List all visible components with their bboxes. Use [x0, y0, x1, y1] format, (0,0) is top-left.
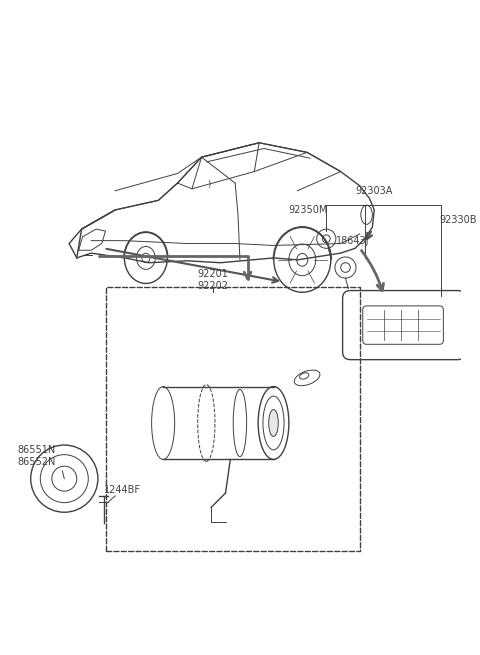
Text: 1244BF: 1244BF	[104, 485, 141, 495]
Text: 18643J: 18643J	[336, 236, 370, 246]
Ellipse shape	[269, 409, 278, 436]
Text: ): )	[207, 181, 211, 189]
Text: 86551N: 86551N	[17, 445, 56, 455]
Text: 92350M: 92350M	[288, 205, 327, 215]
Text: 92303A: 92303A	[355, 186, 393, 196]
Text: 86552N: 86552N	[17, 457, 56, 467]
Text: 92201: 92201	[198, 269, 228, 279]
Text: 92330B: 92330B	[440, 215, 477, 225]
Text: 92202: 92202	[198, 281, 228, 291]
